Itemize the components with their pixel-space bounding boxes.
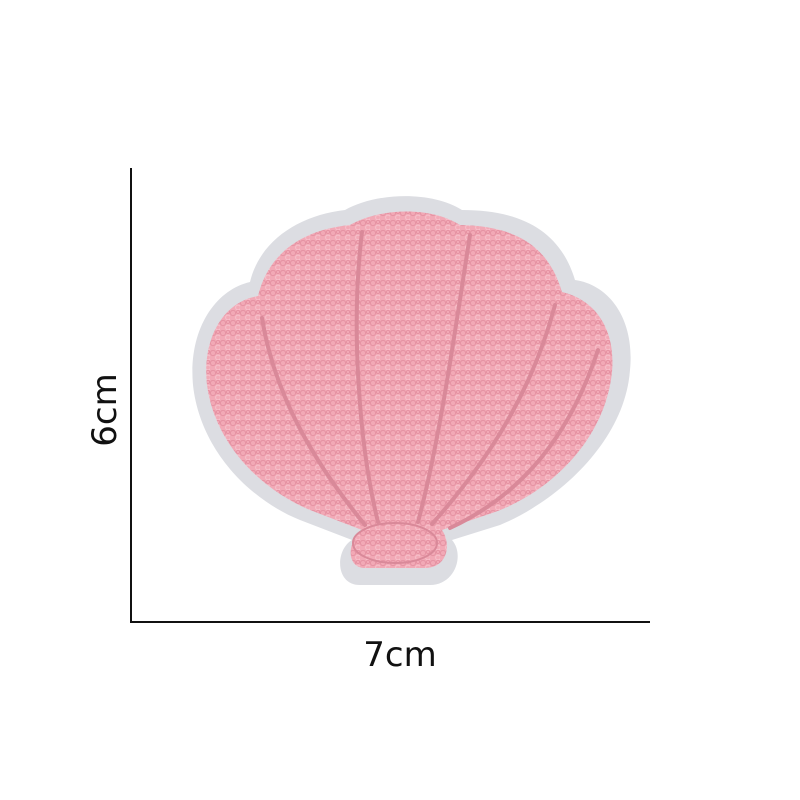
height-label: 6cm — [85, 373, 125, 447]
width-dimension-line — [130, 621, 650, 623]
width-label: 7cm — [363, 635, 437, 675]
shell-body — [206, 211, 613, 568]
height-dimension-line — [130, 168, 132, 622]
shell-hinge — [352, 522, 438, 564]
shell-ridges — [260, 230, 600, 530]
